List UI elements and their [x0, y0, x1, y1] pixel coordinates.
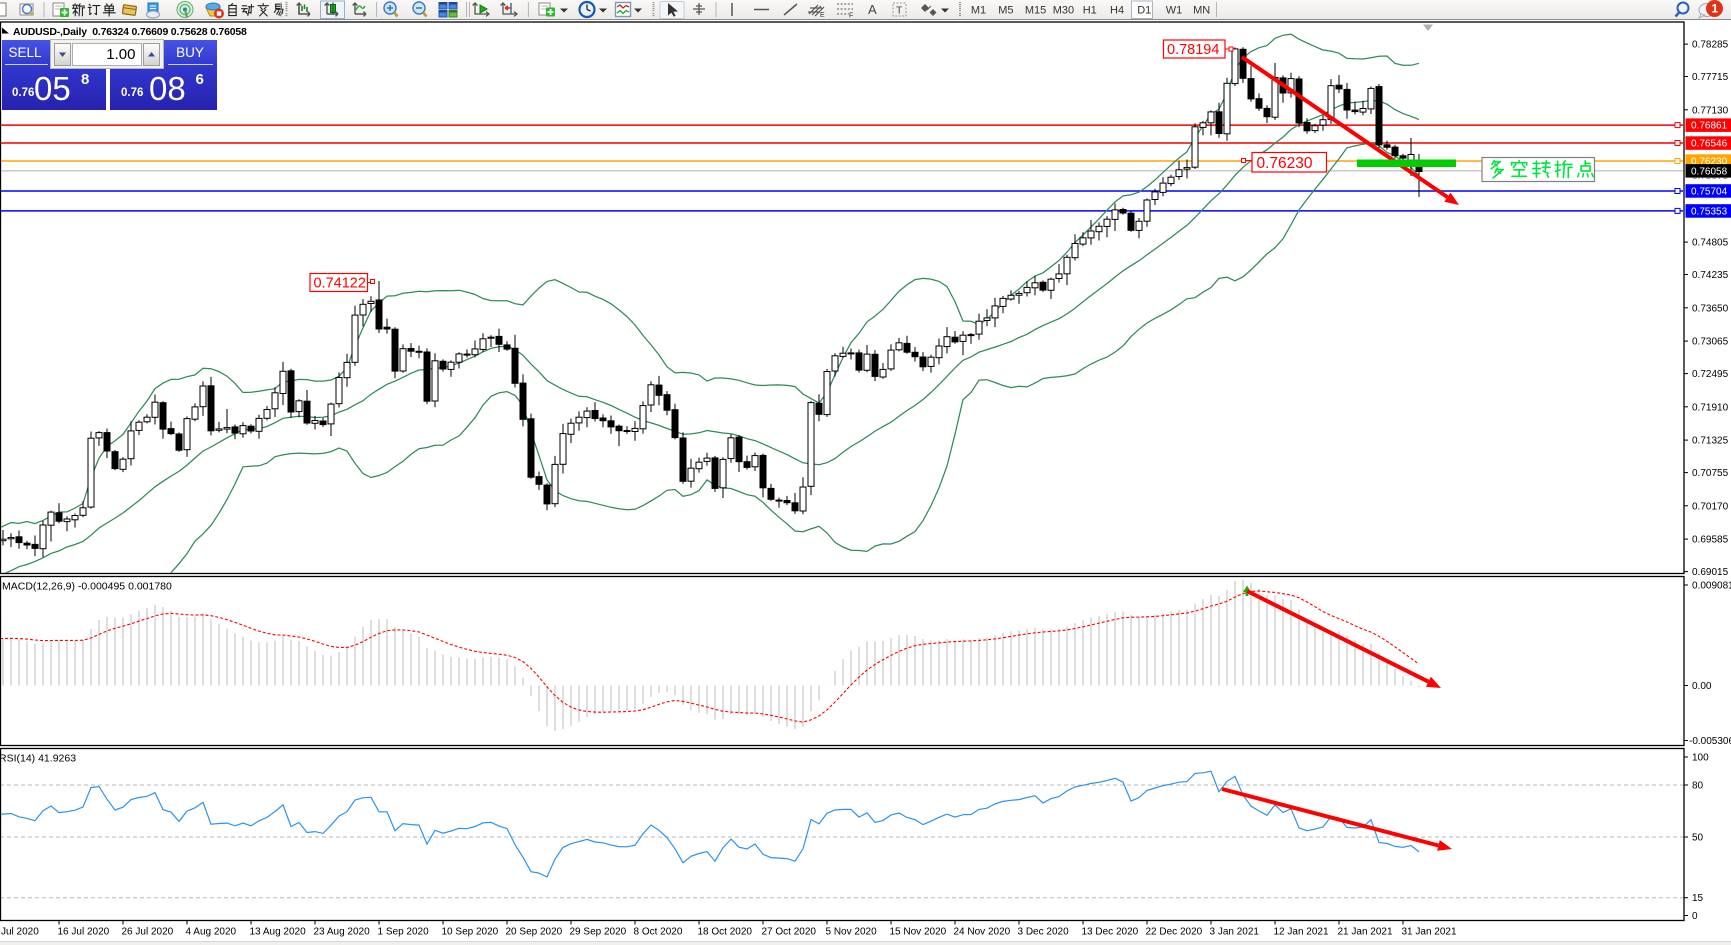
svg-text:18 Oct 2020: 18 Oct 2020	[698, 927, 753, 938]
svg-text:H1: H1	[1083, 5, 1097, 17]
svg-text:4 Aug 2020: 4 Aug 2020	[186, 927, 237, 938]
svg-text:3 Jan 2021: 3 Jan 2021	[1210, 927, 1260, 938]
svg-text:1 Sep 2020: 1 Sep 2020	[378, 927, 430, 938]
svg-text:A: A	[868, 2, 877, 17]
svg-text:MN: MN	[1193, 5, 1210, 17]
svg-text:H4: H4	[1110, 5, 1124, 17]
svg-text:15: 15	[1692, 893, 1704, 904]
svg-text:13 Dec 2020: 13 Dec 2020	[1082, 927, 1139, 938]
svg-text:0.009081: 0.009081	[1692, 581, 1731, 592]
svg-text:AUDUSD-,Daily 0.76324 0.76609: AUDUSD-,Daily 0.76324 0.76609 0.75628 0.…	[13, 26, 247, 38]
svg-text:1: 1	[1712, 2, 1719, 16]
svg-text:0.76058: 0.76058	[1691, 166, 1728, 177]
svg-text:26 Jul 2020: 26 Jul 2020	[122, 927, 174, 938]
svg-text:0.69015: 0.69015	[1692, 567, 1729, 578]
svg-text:31 Jan 2021: 31 Jan 2021	[1402, 927, 1457, 938]
svg-text:20 Sep 2020: 20 Sep 2020	[506, 927, 563, 938]
svg-text:0.70755: 0.70755	[1692, 468, 1729, 479]
svg-text:M1: M1	[971, 5, 986, 17]
svg-text:-0.005306: -0.005306	[1689, 736, 1731, 747]
svg-text:0.71325: 0.71325	[1692, 436, 1729, 447]
svg-text:0.75704: 0.75704	[1691, 187, 1728, 198]
svg-text:27 Oct 2020: 27 Oct 2020	[762, 927, 817, 938]
svg-text:Jul 2020: Jul 2020	[1, 927, 39, 938]
svg-text:0.73065: 0.73065	[1692, 337, 1729, 348]
svg-text:0.71910: 0.71910	[1692, 402, 1729, 413]
svg-text:0.70170: 0.70170	[1692, 501, 1729, 512]
svg-text:M30: M30	[1053, 5, 1074, 17]
svg-text:0.77715: 0.77715	[1692, 72, 1729, 83]
svg-text:0.77130: 0.77130	[1692, 105, 1729, 116]
svg-text:0.75353: 0.75353	[1691, 207, 1728, 218]
svg-text:22 Dec 2020: 22 Dec 2020	[1146, 927, 1203, 938]
svg-text:29 Sep 2020: 29 Sep 2020	[570, 927, 627, 938]
svg-text:0.78285: 0.78285	[1692, 40, 1729, 51]
svg-text:0.74805: 0.74805	[1692, 238, 1729, 249]
svg-text:0.69585: 0.69585	[1692, 535, 1729, 546]
svg-text:0.78194: 0.78194	[1167, 42, 1219, 58]
svg-text:MACD(12,26,9) -0.000495 0.0017: MACD(12,26,9) -0.000495 0.001780	[2, 581, 172, 593]
svg-text:D1: D1	[1137, 5, 1151, 17]
svg-text:0.76230: 0.76230	[1691, 157, 1728, 168]
svg-text:100: 100	[1692, 753, 1709, 764]
svg-text:0.76230: 0.76230	[1257, 155, 1313, 172]
svg-text:0.74235: 0.74235	[1692, 270, 1729, 281]
svg-text:T: T	[896, 5, 903, 17]
svg-text:RSI(14) 41.9263: RSI(14) 41.9263	[0, 753, 76, 765]
svg-text:24 Nov 2020: 24 Nov 2020	[954, 927, 1011, 938]
svg-text:10 Sep 2020: 10 Sep 2020	[442, 927, 499, 938]
svg-text:5 Nov 2020: 5 Nov 2020	[826, 927, 878, 938]
svg-text:F: F	[849, 13, 853, 20]
svg-text:M5: M5	[998, 5, 1013, 17]
svg-text:0.74122: 0.74122	[314, 276, 366, 292]
svg-text:12 Jan 2021: 12 Jan 2021	[1274, 927, 1329, 938]
svg-text:8 Oct 2020: 8 Oct 2020	[634, 927, 683, 938]
svg-text:0.72495: 0.72495	[1692, 369, 1729, 380]
svg-text:21 Jan 2021: 21 Jan 2021	[1338, 927, 1393, 938]
svg-text:80: 80	[1692, 781, 1704, 792]
svg-text:M15: M15	[1025, 5, 1046, 17]
svg-text:W1: W1	[1166, 5, 1183, 17]
svg-text:3 Dec 2020: 3 Dec 2020	[1018, 927, 1070, 938]
svg-text:15 Nov 2020: 15 Nov 2020	[890, 927, 947, 938]
svg-text:50: 50	[1692, 833, 1704, 844]
svg-text:0.73650: 0.73650	[1692, 303, 1729, 314]
svg-text:E: E	[820, 12, 825, 19]
svg-text:16 Jul 2020: 16 Jul 2020	[58, 927, 110, 938]
svg-text:23 Aug 2020: 23 Aug 2020	[314, 927, 371, 938]
svg-text:0.00: 0.00	[1692, 681, 1712, 692]
svg-text:0.76861: 0.76861	[1691, 121, 1728, 132]
svg-text:0: 0	[1692, 911, 1698, 922]
svg-text:13 Aug 2020: 13 Aug 2020	[250, 927, 307, 938]
svg-text:0.76546: 0.76546	[1691, 139, 1728, 150]
